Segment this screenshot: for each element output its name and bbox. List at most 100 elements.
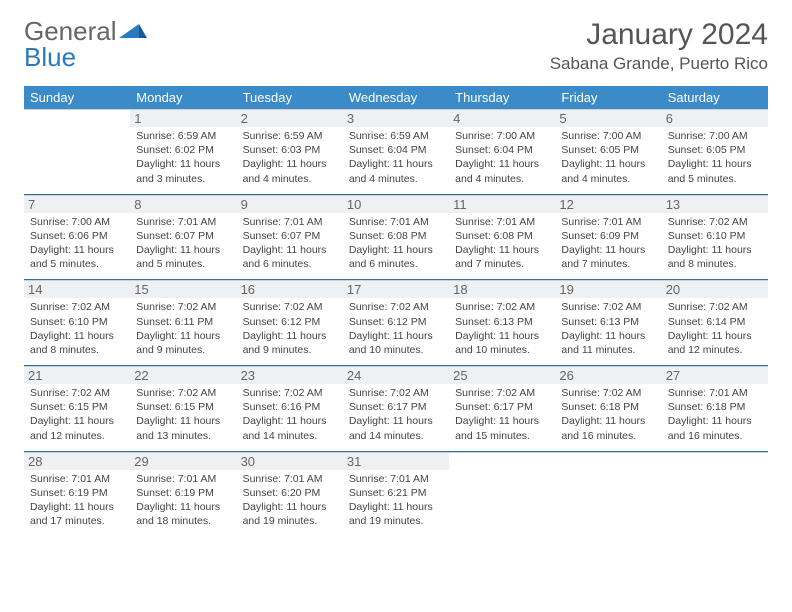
- calendar-grid: SundayMondayTuesdayWednesdayThursdayFrid…: [24, 86, 768, 536]
- day-details: Sunrise: 7:02 AMSunset: 6:15 PMDaylight:…: [136, 386, 230, 443]
- calendar-week: 14 Sunrise: 7:02 AMSunset: 6:10 PMDayligh…: [24, 280, 768, 366]
- calendar-day: 11 Sunrise: 7:01 AMSunset: 6:08 PMDayligh…: [449, 195, 555, 280]
- day-details: Sunrise: 7:01 AMSunset: 6:19 PMDaylight:…: [30, 472, 124, 529]
- day-number: 30: [237, 453, 343, 470]
- day-number: 11: [449, 196, 555, 213]
- day-header: Wednesday: [343, 86, 449, 109]
- day-details: Sunrise: 7:02 AMSunset: 6:16 PMDaylight:…: [243, 386, 337, 443]
- calendar-day: 31 Sunrise: 7:01 AMSunset: 6:21 PMDayligh…: [343, 452, 449, 537]
- page-header: General Blue January 2024 Sabana Grande,…: [24, 18, 768, 74]
- calendar-day: 24Sunrise: 7:02 AMSunset: 6:17 PMDayligh…: [343, 366, 449, 451]
- day-details: Sunrise: 7:02 AMSunset: 6:12 PMDaylight:…: [243, 300, 337, 357]
- day-number: 13: [662, 196, 768, 213]
- calendar-day-empty: [24, 109, 130, 194]
- calendar-day-empty: [449, 452, 555, 537]
- day-details: Sunrise: 7:00 AMSunset: 6:05 PMDaylight:…: [561, 129, 655, 186]
- day-number: 12: [555, 196, 661, 213]
- day-details: Sunrise: 7:02 AMSunset: 6:18 PMDaylight:…: [561, 386, 655, 443]
- day-details: Sunrise: 7:00 AMSunset: 6:06 PMDaylight:…: [30, 215, 124, 272]
- calendar-day: 23 Sunrise: 7:02 AMSunset: 6:16 PMDayligh…: [237, 366, 343, 451]
- day-number: 4: [449, 110, 555, 127]
- calendar-day: 26 Sunrise: 7:02 AMSunset: 6:18 PMDayligh…: [555, 366, 661, 451]
- calendar-day: 20Sunrise: 7:02 AMSunset: 6:14 PMDayligh…: [662, 280, 768, 365]
- brand-text: General Blue: [24, 18, 117, 70]
- day-details: Sunrise: 6:59 AMSunset: 6:03 PMDaylight:…: [243, 129, 337, 186]
- calendar-day: 22 Sunrise: 7:02 AMSunset: 6:15 PMDayligh…: [130, 366, 236, 451]
- day-number: 15: [130, 281, 236, 298]
- day-header-row: SundayMondayTuesdayWednesdayThursdayFrid…: [24, 86, 768, 109]
- day-number: 9: [237, 196, 343, 213]
- day-details: Sunrise: 7:02 AMSunset: 6:13 PMDaylight:…: [455, 300, 549, 357]
- calendar-day: 10 Sunrise: 7:01 AMSunset: 6:08 PMDayligh…: [343, 195, 449, 280]
- day-number: 25: [449, 367, 555, 384]
- calendar-day: 6 Sunrise: 7:00 AMSunset: 6:05 PMDaylight…: [662, 109, 768, 194]
- location-text: Sabana Grande, Puerto Rico: [550, 54, 768, 74]
- day-header: Friday: [555, 86, 661, 109]
- day-number: 17: [343, 281, 449, 298]
- day-number: 29: [130, 453, 236, 470]
- day-details: Sunrise: 7:01 AMSunset: 6:07 PMDaylight:…: [243, 215, 337, 272]
- day-number: 6: [662, 110, 768, 127]
- calendar-day: 13Sunrise: 7:02 AMSunset: 6:10 PMDayligh…: [662, 195, 768, 280]
- brand-logo: General Blue: [24, 18, 147, 70]
- calendar-day: 21 Sunrise: 7:02 AMSunset: 6:15 PMDayligh…: [24, 366, 130, 451]
- day-details: Sunrise: 7:02 AMSunset: 6:10 PMDaylight:…: [30, 300, 124, 357]
- day-number: 26: [555, 367, 661, 384]
- day-details: Sunrise: 7:00 AMSunset: 6:05 PMDaylight:…: [668, 129, 762, 186]
- day-header: Sunday: [24, 86, 130, 109]
- day-number: 8: [130, 196, 236, 213]
- calendar-day: 14 Sunrise: 7:02 AMSunset: 6:10 PMDayligh…: [24, 280, 130, 365]
- triangle-icon: [119, 20, 147, 42]
- day-number: 1: [130, 110, 236, 127]
- day-details: Sunrise: 7:02 AMSunset: 6:17 PMDaylight:…: [455, 386, 549, 443]
- calendar-day: 2Sunrise: 6:59 AMSunset: 6:03 PMDaylight…: [237, 109, 343, 194]
- calendar-day-empty: [662, 452, 768, 537]
- calendar-week: 1 Sunrise: 6:59 AMSunset: 6:02 PMDaylight…: [24, 109, 768, 195]
- day-details: Sunrise: 7:01 AMSunset: 6:19 PMDaylight:…: [136, 472, 230, 529]
- day-number: 31: [343, 453, 449, 470]
- day-number: 18: [449, 281, 555, 298]
- day-header: Monday: [130, 86, 236, 109]
- day-details: Sunrise: 7:02 AMSunset: 6:14 PMDaylight:…: [668, 300, 762, 357]
- day-header: Thursday: [449, 86, 555, 109]
- calendar-day: 19 Sunrise: 7:02 AMSunset: 6:13 PMDayligh…: [555, 280, 661, 365]
- day-details: Sunrise: 7:02 AMSunset: 6:13 PMDaylight:…: [561, 300, 655, 357]
- day-number: 21: [24, 367, 130, 384]
- day-number: 3: [343, 110, 449, 127]
- calendar-day: 5Sunrise: 7:00 AMSunset: 6:05 PMDaylight…: [555, 109, 661, 194]
- calendar-week: 21 Sunrise: 7:02 AMSunset: 6:15 PMDayligh…: [24, 366, 768, 452]
- day-details: Sunrise: 7:02 AMSunset: 6:15 PMDaylight:…: [30, 386, 124, 443]
- day-details: Sunrise: 7:02 AMSunset: 6:12 PMDaylight:…: [349, 300, 443, 357]
- calendar-day-empty: [555, 452, 661, 537]
- calendar-day: 12Sunrise: 7:01 AMSunset: 6:09 PMDayligh…: [555, 195, 661, 280]
- calendar-day: 16 Sunrise: 7:02 AMSunset: 6:12 PMDayligh…: [237, 280, 343, 365]
- day-details: Sunrise: 7:01 AMSunset: 6:20 PMDaylight:…: [243, 472, 337, 529]
- day-number: 22: [130, 367, 236, 384]
- day-number: 16: [237, 281, 343, 298]
- calendar-day: 28 Sunrise: 7:01 AMSunset: 6:19 PMDayligh…: [24, 452, 130, 537]
- day-number: 28: [24, 453, 130, 470]
- calendar-weeks: 1 Sunrise: 6:59 AMSunset: 6:02 PMDaylight…: [24, 109, 768, 536]
- calendar-day: 9 Sunrise: 7:01 AMSunset: 6:07 PMDaylight…: [237, 195, 343, 280]
- brand-word-2: Blue: [24, 42, 76, 72]
- calendar-day: 29 Sunrise: 7:01 AMSunset: 6:19 PMDayligh…: [130, 452, 236, 537]
- day-details: Sunrise: 7:02 AMSunset: 6:11 PMDaylight:…: [136, 300, 230, 357]
- day-details: Sunrise: 7:00 AMSunset: 6:04 PMDaylight:…: [455, 129, 549, 186]
- calendar-day: 15 Sunrise: 7:02 AMSunset: 6:11 PMDayligh…: [130, 280, 236, 365]
- calendar-day: 4 Sunrise: 7:00 AMSunset: 6:04 PMDaylight…: [449, 109, 555, 194]
- day-details: Sunrise: 7:01 AMSunset: 6:08 PMDaylight:…: [349, 215, 443, 272]
- day-details: Sunrise: 6:59 AMSunset: 6:02 PMDaylight:…: [136, 129, 230, 186]
- day-details: Sunrise: 6:59 AMSunset: 6:04 PMDaylight:…: [349, 129, 443, 186]
- calendar-week: 7Sunrise: 7:00 AMSunset: 6:06 PMDaylight…: [24, 195, 768, 281]
- day-number: 19: [555, 281, 661, 298]
- day-details: Sunrise: 7:01 AMSunset: 6:21 PMDaylight:…: [349, 472, 443, 529]
- day-header: Saturday: [662, 86, 768, 109]
- calendar-day: 7Sunrise: 7:00 AMSunset: 6:06 PMDaylight…: [24, 195, 130, 280]
- day-number: 10: [343, 196, 449, 213]
- calendar-day: 30 Sunrise: 7:01 AMSunset: 6:20 PMDayligh…: [237, 452, 343, 537]
- day-number: 23: [237, 367, 343, 384]
- day-details: Sunrise: 7:01 AMSunset: 6:08 PMDaylight:…: [455, 215, 549, 272]
- day-number: 14: [24, 281, 130, 298]
- calendar-day: 27Sunrise: 7:01 AMSunset: 6:18 PMDayligh…: [662, 366, 768, 451]
- day-details: Sunrise: 7:01 AMSunset: 6:18 PMDaylight:…: [668, 386, 762, 443]
